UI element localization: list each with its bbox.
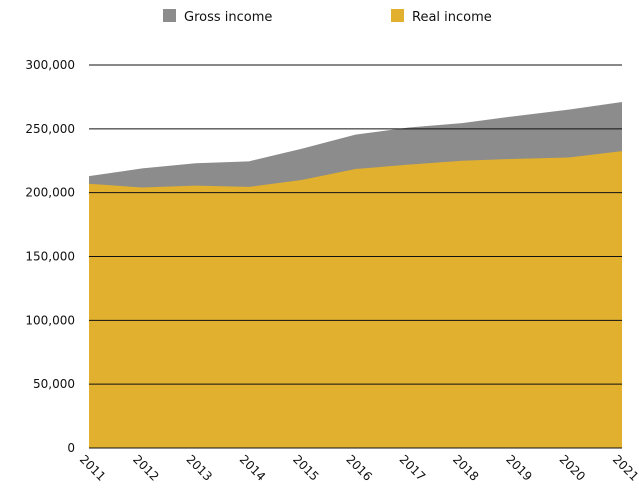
- legend-label-gross-income: Gross income: [184, 10, 272, 25]
- x-tick-label: 2015: [290, 452, 321, 483]
- x-tick-label: 2021: [610, 452, 639, 483]
- x-tick-label: 2012: [130, 452, 161, 483]
- x-tick-label: 2017: [397, 452, 428, 483]
- x-axis-ticks: 2011 2012 2013 2014 2015 2016 2017 2018 2019 2020…: [77, 452, 639, 483]
- x-tick-label: 2014: [237, 452, 268, 483]
- y-tick-label: 0: [67, 441, 75, 455]
- x-tick-label: 2011: [77, 452, 108, 483]
- x-tick-label: 2019: [503, 452, 534, 483]
- x-tick-label: 2016: [343, 452, 374, 483]
- x-tick-label: 2013: [183, 452, 214, 483]
- y-tick-label: 200,000: [25, 186, 75, 200]
- y-tick-label: 100,000: [25, 313, 75, 327]
- legend-swatch-gross-income: [163, 9, 176, 22]
- series-areas: [89, 102, 622, 449]
- legend: Gross income Real income: [163, 9, 492, 25]
- legend-label-real-income: Real income: [412, 10, 492, 25]
- gridlines: [89, 64, 622, 449]
- x-tick-label: 2020: [557, 452, 588, 483]
- legend-swatch-real-income: [391, 9, 404, 22]
- y-axis-ticks: 0 50,000 100,000 150,000 200,000 250,000 300,0…: [25, 58, 75, 455]
- y-tick-label: 50,000: [33, 377, 75, 391]
- y-tick-label: 250,000: [25, 122, 75, 136]
- y-tick-label: 150,000: [25, 250, 75, 264]
- x-tick-label: 2018: [450, 452, 481, 483]
- y-tick-label: 300,000: [25, 58, 75, 72]
- series-area-real-income: [89, 151, 622, 448]
